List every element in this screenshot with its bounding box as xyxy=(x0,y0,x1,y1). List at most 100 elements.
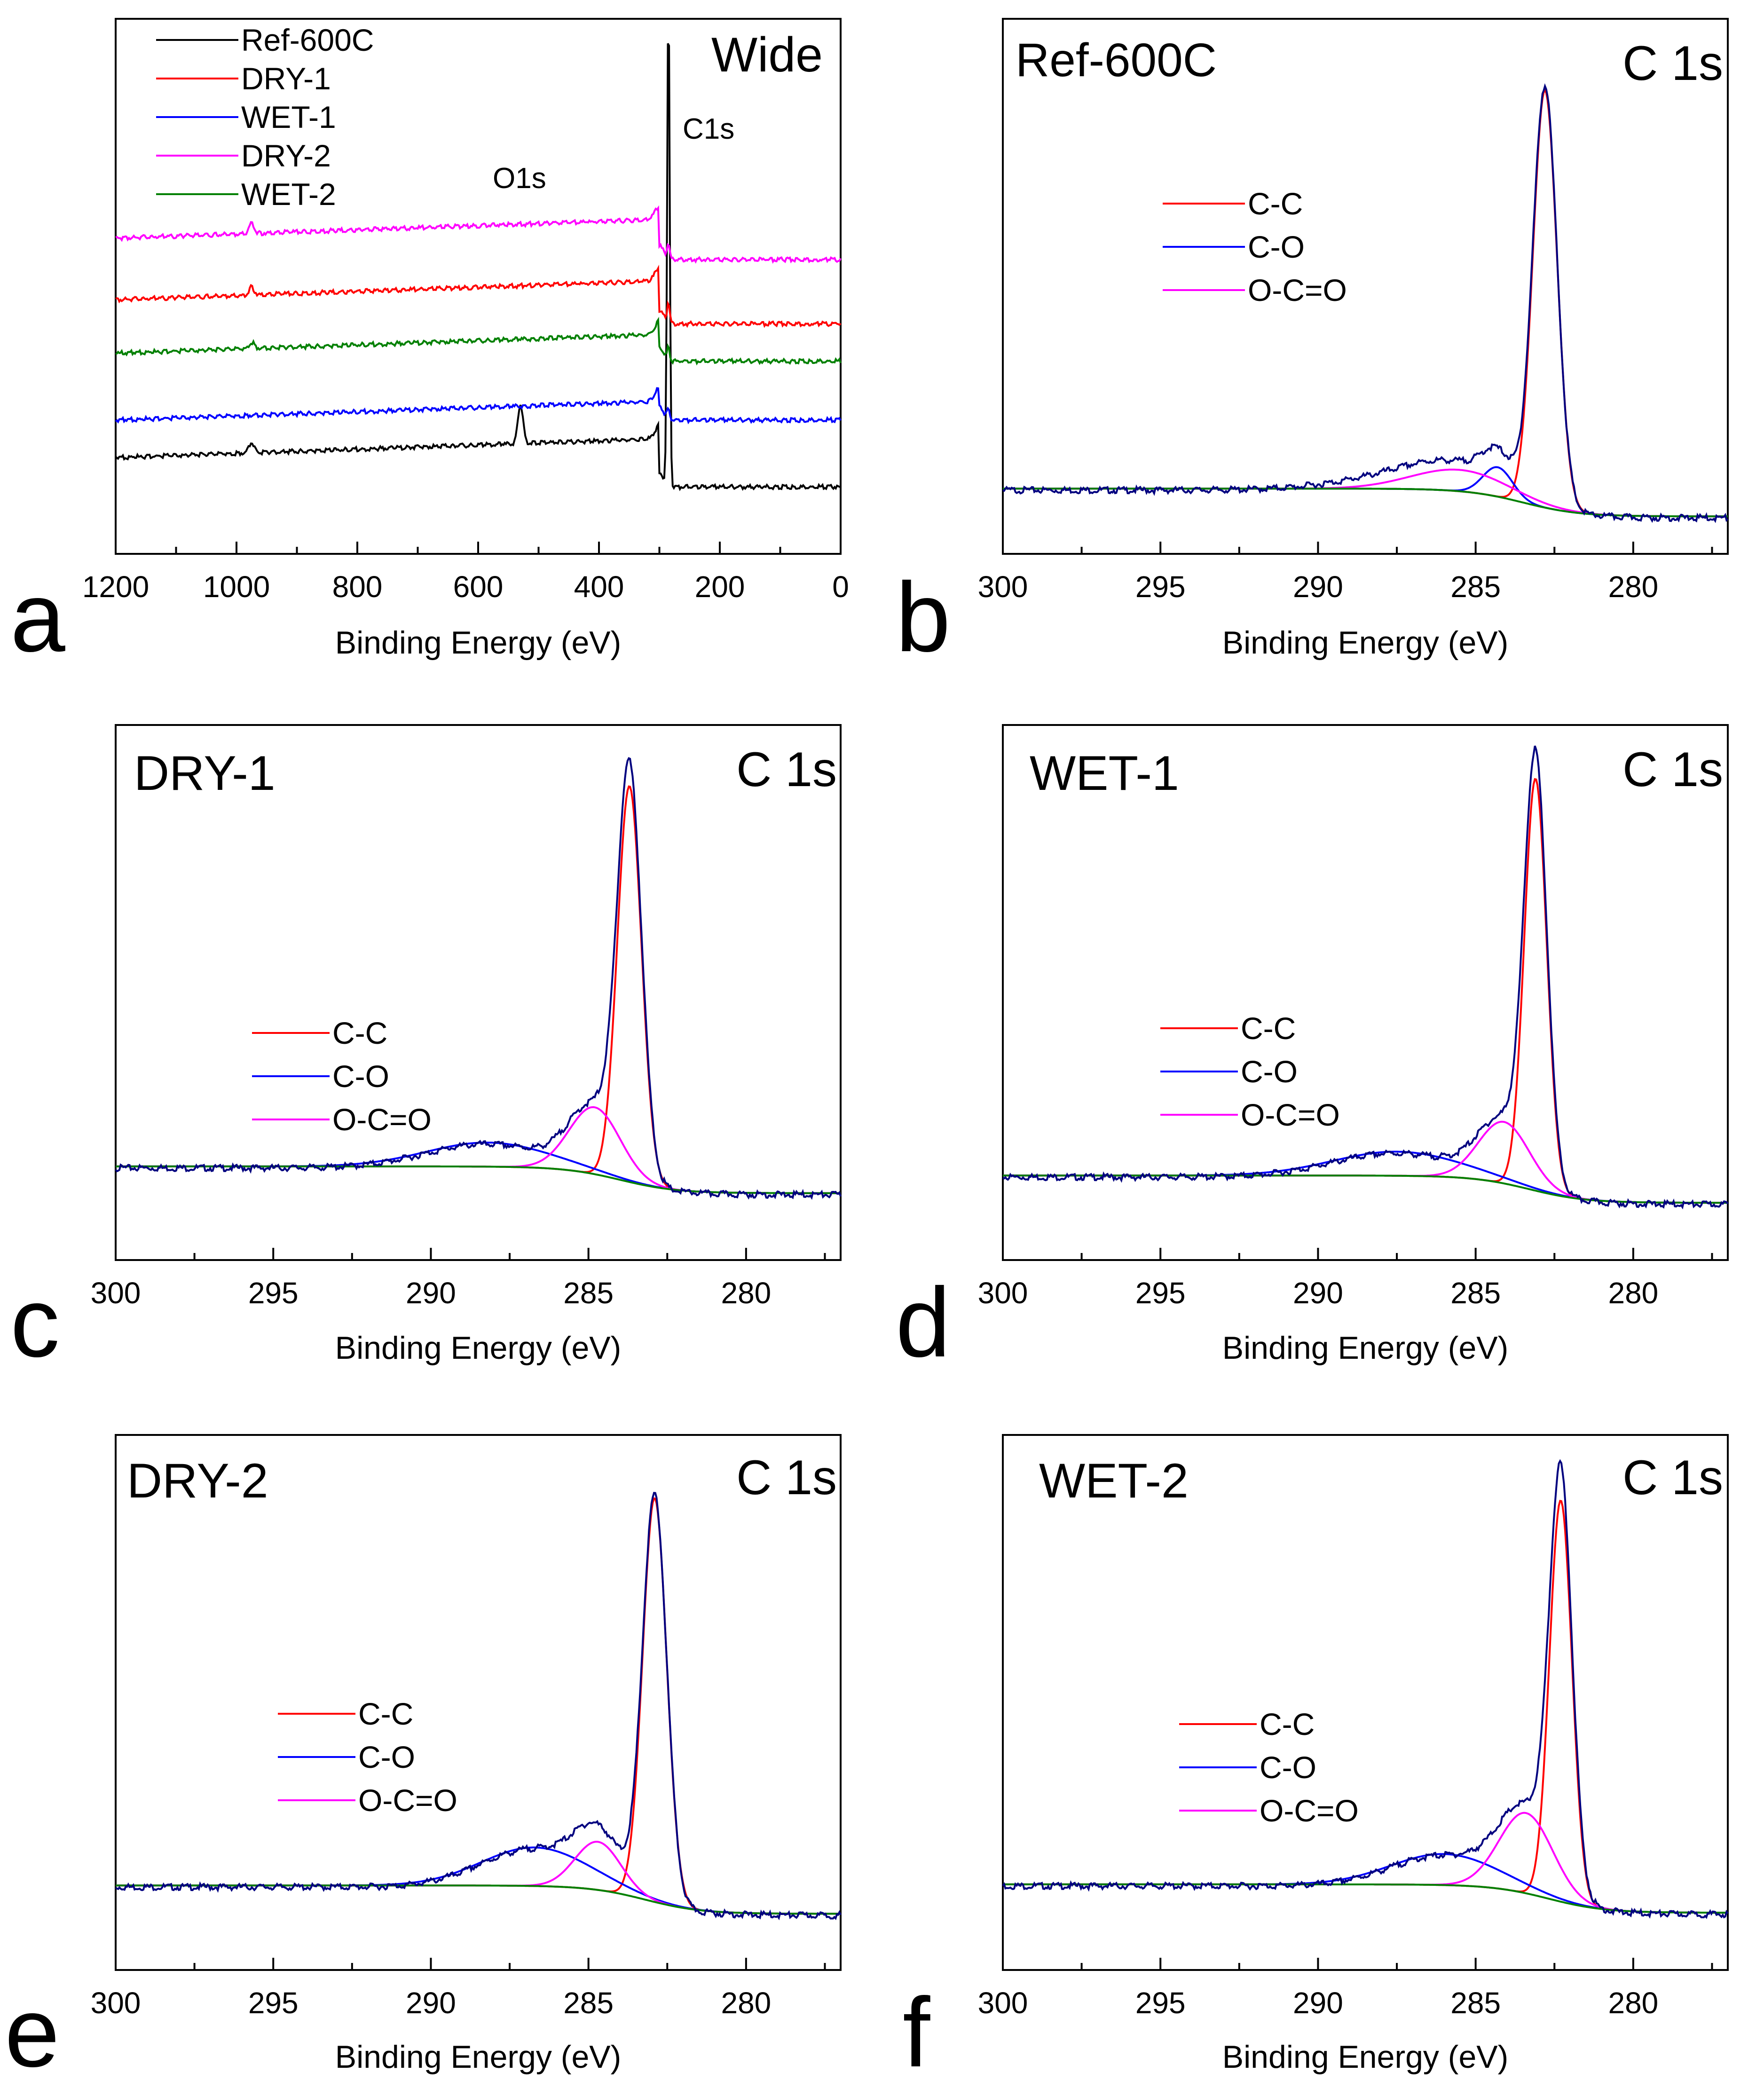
panel-b-legend: C-C C-O O-C=O xyxy=(1163,186,1347,307)
panel-c-series xyxy=(115,757,842,1200)
component-o-co xyxy=(1003,1812,1728,1914)
x-tick-label: 290 xyxy=(1293,570,1343,604)
panel-d-sample-label: WET-1 xyxy=(1030,746,1179,801)
component-c-o xyxy=(116,1846,841,1915)
panel-a-plot-frame xyxy=(115,18,842,555)
component-c-o xyxy=(1003,1853,1728,1914)
x-tick-label: 285 xyxy=(563,1276,614,1310)
component-c-c xyxy=(116,785,841,1194)
legend-label: O-C=O xyxy=(1241,1097,1340,1132)
series-dry-1 xyxy=(115,264,842,328)
x-tick-label: 290 xyxy=(1293,1276,1343,1310)
measured-envelope xyxy=(1002,83,1729,523)
panel-c-title: C 1s xyxy=(736,742,837,797)
panel-b-letter: b xyxy=(896,562,951,672)
component-c-c xyxy=(1003,1499,1728,1914)
component-c-c xyxy=(116,1497,841,1915)
x-tick-label: 295 xyxy=(1135,570,1186,604)
legend-label: WET-2 xyxy=(241,177,336,212)
panel-a-annotation-o1s: O1s xyxy=(493,162,546,195)
panel-d-plot-frame xyxy=(1002,724,1729,1261)
panel-f: 300 295 290 285 280 C-C C-O O-C=O WET-2 C 1s B… xyxy=(903,1434,1729,2088)
measured-envelope xyxy=(115,1492,842,1921)
panel-e-legend: C-C C-O O-C=O xyxy=(278,1696,457,1818)
panel-c-ticks: 300 295 290 285 280 xyxy=(91,1248,826,1310)
series-dry-2 xyxy=(115,205,842,264)
x-tick-label: 300 xyxy=(91,1276,141,1310)
x-tick-label: 280 xyxy=(1608,1986,1658,2020)
legend-label: C-C xyxy=(1260,1707,1315,1741)
panel-d-ticks: 300 295 290 285 280 xyxy=(978,1248,1713,1310)
x-tick-label: 295 xyxy=(248,1276,299,1310)
background-line xyxy=(116,1884,841,1915)
component-c-c xyxy=(1003,88,1728,518)
series-ref-600c xyxy=(115,43,841,491)
legend-label: O-C=O xyxy=(358,1783,457,1818)
x-tick-label: 285 xyxy=(563,1986,614,2020)
component-o-co xyxy=(116,1841,841,1915)
panel-c-legend: C-C C-O O-C=O xyxy=(252,1016,432,1137)
legend-label: C-C xyxy=(1241,1011,1296,1046)
x-tick-label: 1000 xyxy=(203,570,270,604)
x-tick-label: 290 xyxy=(1293,1986,1343,2020)
series-wet-2 xyxy=(115,316,842,366)
panel-b-series xyxy=(1002,83,1729,523)
panel-a-ticks: 1200 1000 800 600 400 200 0 xyxy=(82,542,849,604)
panel-c-sample-label: DRY-1 xyxy=(134,746,276,801)
panel-b-sample-label: Ref-600C xyxy=(1016,34,1217,87)
legend-label: C-O xyxy=(1241,1054,1298,1089)
panel-f-xlabel: Binding Energy (eV) xyxy=(1222,2039,1509,2075)
panel-a-annotation-c1s: C1s xyxy=(683,113,734,145)
legend-label: O-C=O xyxy=(332,1102,432,1137)
x-tick-label: 600 xyxy=(453,570,504,604)
panel-e-sample-label: DRY-2 xyxy=(127,1454,268,1508)
panel-b-xlabel: Binding Energy (eV) xyxy=(1222,625,1509,661)
panel-e-ticks: 300 295 290 285 280 xyxy=(91,1958,826,2020)
legend-label: O-C=O xyxy=(1260,1793,1359,1828)
x-tick-label: 280 xyxy=(721,1986,771,2020)
legend-label: DRY-1 xyxy=(241,61,331,96)
panel-e-letter: e xyxy=(5,1977,60,2088)
panel-c-xlabel: Binding Energy (eV) xyxy=(335,1330,622,1366)
x-tick-label: 280 xyxy=(721,1276,771,1310)
x-tick-label: 300 xyxy=(978,1986,1028,2020)
panel-d-legend: C-C C-O O-C=O xyxy=(1160,1011,1340,1132)
measured-envelope xyxy=(115,757,842,1200)
panel-e-series xyxy=(115,1492,842,1921)
panel-d-xlabel: Binding Energy (eV) xyxy=(1222,1330,1509,1366)
legend-label: Ref-600C xyxy=(241,23,374,57)
panel-b-title: C 1s xyxy=(1622,36,1723,91)
panel-c-letter: c xyxy=(10,1267,60,1378)
x-tick-label: 280 xyxy=(1608,570,1658,604)
background-line xyxy=(1003,1883,1728,1914)
panel-b-plot-frame xyxy=(1002,18,1729,555)
panel-a-letter: a xyxy=(10,562,65,672)
panel-a-xlabel: Binding Energy (eV) xyxy=(335,625,622,661)
legend-label: DRY-2 xyxy=(241,138,331,173)
panel-f-legend: C-C C-O O-C=O xyxy=(1179,1707,1359,1828)
measured-envelope xyxy=(1002,745,1729,1210)
x-tick-label: 295 xyxy=(1135,1986,1186,2020)
x-tick-label: 295 xyxy=(248,1986,299,2020)
legend-label: C-O xyxy=(332,1059,389,1094)
panel-f-letter: f xyxy=(903,1977,930,2088)
x-tick-label: 295 xyxy=(1135,1276,1186,1310)
component-c-o xyxy=(116,1142,841,1194)
x-tick-label: 280 xyxy=(1608,1276,1658,1310)
series-wet-1 xyxy=(115,387,842,425)
x-tick-label: 200 xyxy=(695,570,745,604)
panel-d-title: C 1s xyxy=(1622,742,1723,797)
panel-b: 300 295 290 285 280 C-C C-O O-C=O Ref-600C C 1… xyxy=(896,18,1729,672)
component-o-co xyxy=(116,1106,841,1194)
panel-f-ticks: 300 295 290 285 280 xyxy=(978,1958,1713,2020)
panel-e-xlabel: Binding Energy (eV) xyxy=(335,2039,622,2075)
panel-f-title: C 1s xyxy=(1622,1450,1723,1505)
panel-f-sample-label: WET-2 xyxy=(1039,1454,1189,1508)
component-c-o xyxy=(1003,1150,1728,1204)
panel-d-series xyxy=(1002,745,1729,1210)
panel-a-title: Wide xyxy=(711,28,823,82)
panel-a-series xyxy=(115,43,842,491)
legend-label: C-O xyxy=(1260,1750,1316,1785)
panel-d-letter: d xyxy=(896,1267,951,1378)
